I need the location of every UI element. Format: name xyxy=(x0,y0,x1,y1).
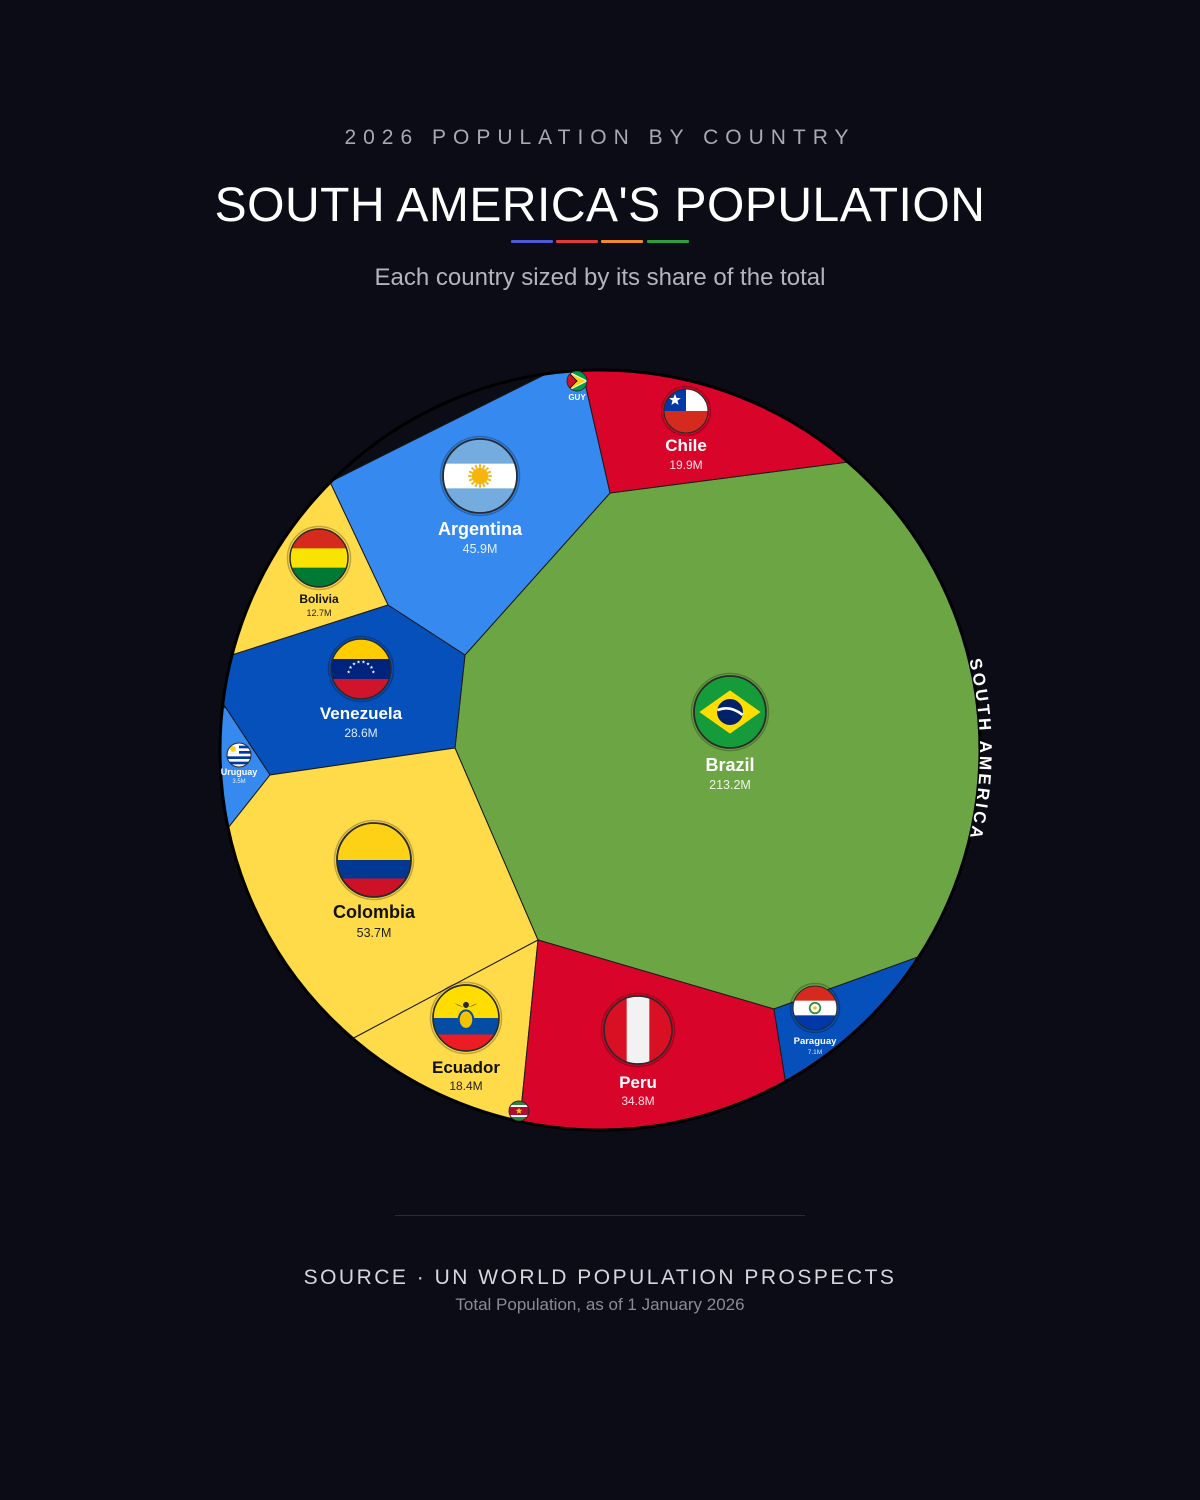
peru-flag-icon xyxy=(600,992,676,1068)
value-peru: 34.8M xyxy=(621,1094,654,1108)
title-underline xyxy=(511,240,689,243)
chart-subtitle: Each country sized by its share of the t… xyxy=(374,264,826,291)
value-argentina: 45.9M xyxy=(463,542,498,556)
labels-group: Brazil 213.2M Colombia 53.7M Argentina 45.9M P… xyxy=(221,370,841,1122)
value-brazil: 213.2M xyxy=(709,778,751,792)
label-paraguay: Paraguay xyxy=(794,1036,837,1047)
label-ecuador: Ecuador xyxy=(432,1058,500,1077)
source-note: Total Population, as of 1 January 2026 xyxy=(455,1295,745,1314)
label-colombia: Colombia xyxy=(333,902,416,922)
label-bolivia: Bolivia xyxy=(299,592,339,606)
guyana-flag-icon xyxy=(566,370,588,392)
chart-outline xyxy=(218,368,982,1132)
paraguay-flag-icon xyxy=(789,982,841,1034)
chart-kicker: 2026 POPULATION BY COUNTRY xyxy=(344,126,856,149)
uruguay-flag-icon xyxy=(226,742,252,768)
label-brazil: Brazil xyxy=(705,755,754,775)
source-line: SOURCE · UN WORLD POPULATION PROSPECTS xyxy=(303,1266,897,1289)
underline-segment-4 xyxy=(647,240,689,243)
argentina-flag-icon xyxy=(439,435,521,517)
colombia-flag-icon xyxy=(333,819,415,901)
label-argentina: Argentina xyxy=(438,519,523,539)
underline-segment-1 xyxy=(511,240,553,243)
brazil-flag-icon xyxy=(690,672,770,752)
label-uruguay: Uruguay xyxy=(221,767,258,777)
label-guy: GUY xyxy=(568,393,586,402)
underline-segment-3 xyxy=(601,240,643,243)
label-venezuela: Venezuela xyxy=(320,704,403,723)
value-colombia: 53.7M xyxy=(357,926,392,940)
label-peru: Peru xyxy=(619,1073,657,1092)
chile-flag-icon xyxy=(660,385,712,437)
value-bolivia: 12.7M xyxy=(306,608,331,618)
underline-segment-2 xyxy=(556,240,598,243)
value-venezuela: 28.6M xyxy=(344,726,377,740)
label-chile: Chile xyxy=(665,436,707,455)
value-ecuador: 18.4M xyxy=(449,1079,482,1093)
bolivia-flag-icon xyxy=(286,525,352,591)
value-uruguay: 3.5M xyxy=(232,779,245,785)
chart-title: SOUTH AMERICA'S POPULATION xyxy=(214,179,986,232)
value-paraguay: 7.1M xyxy=(808,1049,822,1056)
ecuador-flag-icon xyxy=(429,981,503,1055)
venezuela-flag-icon xyxy=(327,635,395,703)
footer-divider xyxy=(395,1215,805,1216)
value-chile: 19.9M xyxy=(669,458,702,472)
suriname-flag-icon xyxy=(508,1100,530,1122)
